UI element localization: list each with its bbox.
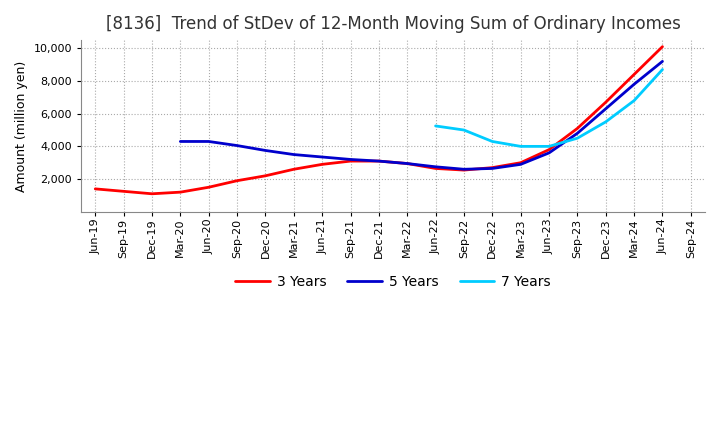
3 Years xyxy=(431,166,440,171)
7 Years xyxy=(488,139,497,144)
3 Years xyxy=(488,165,497,170)
5 Years xyxy=(573,131,582,136)
5 Years xyxy=(431,164,440,169)
5 Years xyxy=(289,152,298,157)
3 Years xyxy=(204,185,213,190)
Legend: 3 Years, 5 Years, 7 Years: 3 Years, 5 Years, 7 Years xyxy=(230,269,557,294)
3 Years xyxy=(233,178,241,183)
5 Years xyxy=(459,167,468,172)
Line: 3 Years: 3 Years xyxy=(95,47,662,194)
5 Years xyxy=(374,158,383,164)
3 Years xyxy=(148,191,156,196)
5 Years xyxy=(488,166,497,171)
5 Years xyxy=(516,162,525,167)
3 Years xyxy=(403,161,412,166)
5 Years xyxy=(658,59,667,64)
3 Years xyxy=(545,147,554,152)
7 Years xyxy=(658,67,667,72)
5 Years xyxy=(176,139,184,144)
Y-axis label: Amount (million yen): Amount (million yen) xyxy=(15,60,28,191)
3 Years xyxy=(374,158,383,164)
5 Years xyxy=(346,157,355,162)
3 Years xyxy=(261,173,270,179)
7 Years xyxy=(601,119,610,125)
3 Years xyxy=(601,99,610,105)
7 Years xyxy=(545,144,554,149)
5 Years xyxy=(204,139,213,144)
7 Years xyxy=(516,144,525,149)
7 Years xyxy=(630,98,639,103)
3 Years xyxy=(346,158,355,164)
Title: [8136]  Trend of StDev of 12-Month Moving Sum of Ordinary Incomes: [8136] Trend of StDev of 12-Month Moving… xyxy=(106,15,680,33)
7 Years xyxy=(573,136,582,141)
3 Years xyxy=(630,72,639,77)
3 Years xyxy=(516,160,525,165)
5 Years xyxy=(233,143,241,148)
Line: 7 Years: 7 Years xyxy=(436,70,662,147)
3 Years xyxy=(573,126,582,131)
5 Years xyxy=(403,161,412,166)
5 Years xyxy=(261,148,270,153)
3 Years xyxy=(318,162,326,167)
5 Years xyxy=(318,154,326,160)
3 Years xyxy=(459,168,468,173)
3 Years xyxy=(176,190,184,195)
3 Years xyxy=(658,44,667,49)
3 Years xyxy=(289,167,298,172)
3 Years xyxy=(91,186,99,191)
5 Years xyxy=(630,81,639,87)
Line: 5 Years: 5 Years xyxy=(180,61,662,169)
3 Years xyxy=(120,189,128,194)
5 Years xyxy=(601,106,610,111)
7 Years xyxy=(459,128,468,133)
5 Years xyxy=(545,150,554,156)
7 Years xyxy=(431,123,440,128)
